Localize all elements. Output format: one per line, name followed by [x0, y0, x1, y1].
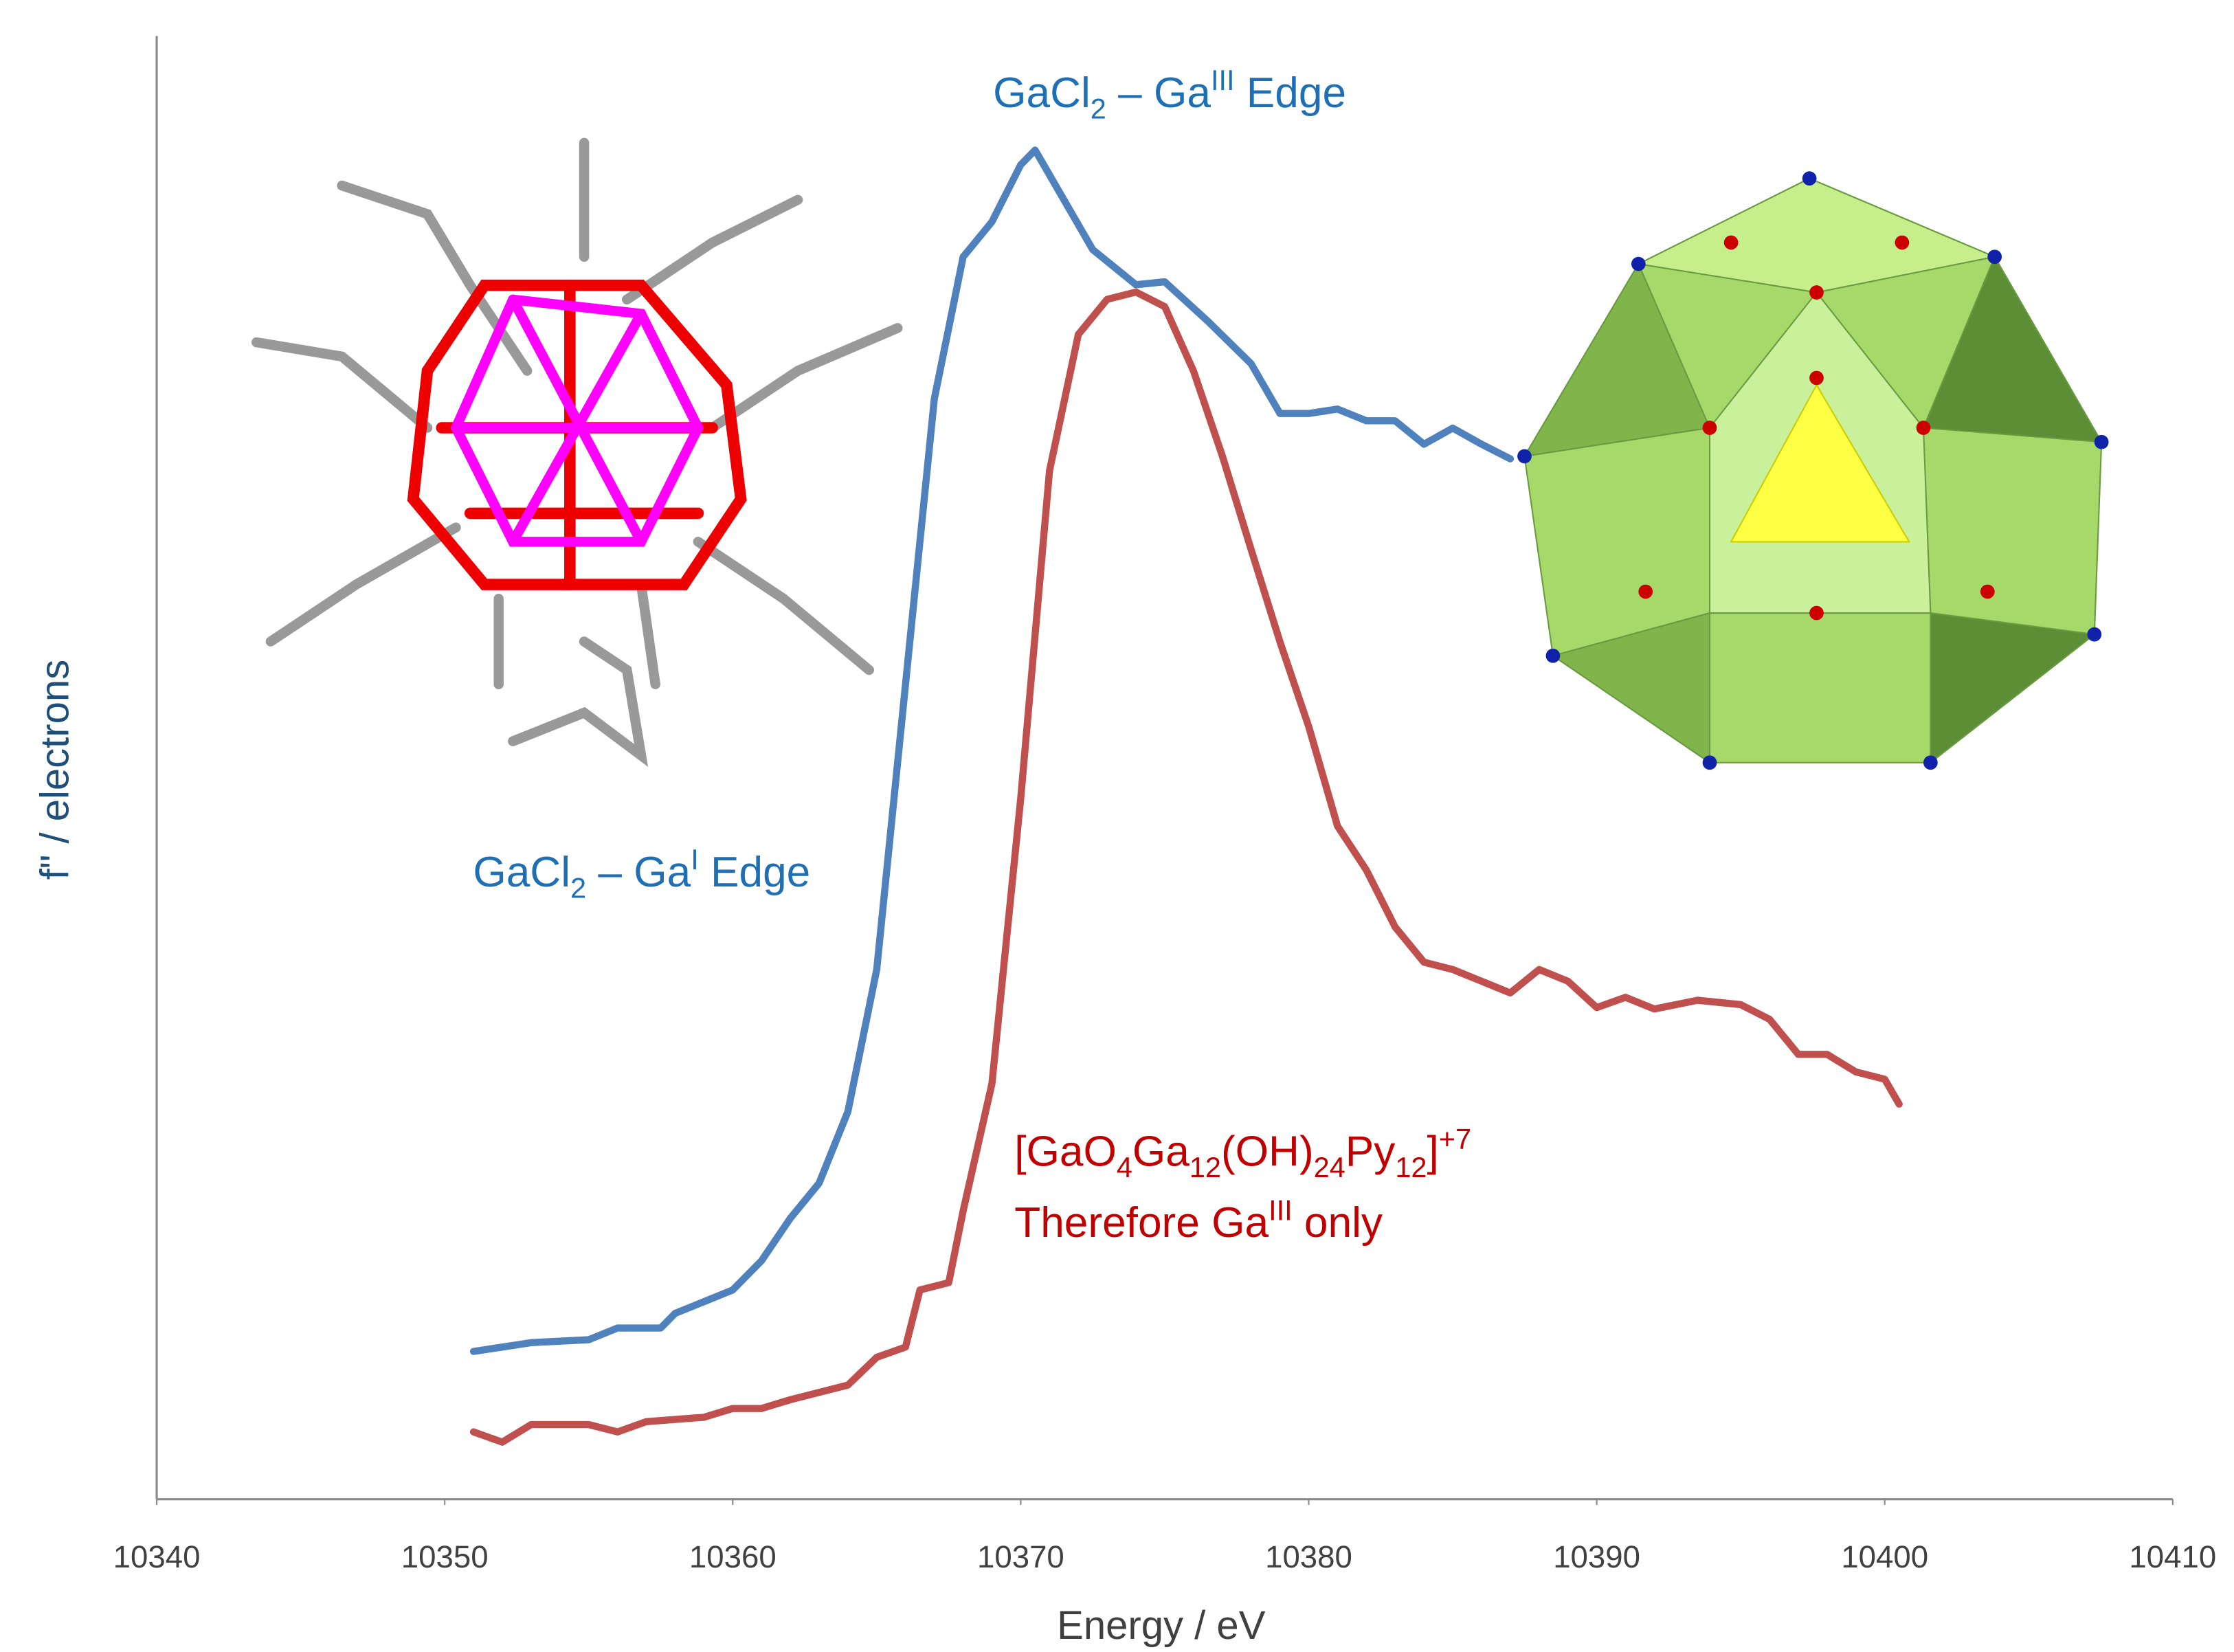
x-tick-label: 10410 [2129, 1539, 2216, 1574]
annotation-subscript: 2 [570, 872, 586, 904]
x-tick-label: 10380 [1265, 1539, 1352, 1574]
x-tick-label: 10360 [689, 1539, 777, 1574]
annotation-subscript: 2 [1091, 93, 1106, 125]
molecule-illustration [256, 143, 897, 756]
x-tick-label: 10400 [1841, 1539, 1928, 1574]
annotation: Therefore GaIII only [1014, 1194, 1383, 1247]
annotation-part: ] [1427, 1128, 1438, 1175]
annotation-part: [GaO [1014, 1128, 1117, 1175]
annotation-part: GaCl [473, 849, 570, 896]
annotation-subscript: 12 [1395, 1151, 1427, 1183]
x-axis-title: Energy / eV [1057, 1603, 1266, 1648]
x-tick-label: 10390 [1553, 1539, 1640, 1574]
x-tick-label: 10350 [401, 1539, 489, 1574]
annotation: GaCl2 – GaI Edge [473, 843, 810, 904]
annotation-superscript: III [1269, 1194, 1293, 1226]
annotation-superscript: III [1211, 64, 1235, 96]
annotation-part: only [1293, 1199, 1383, 1247]
annotation-subscript: 24 [1314, 1151, 1345, 1183]
annotation-part: Therefore Ga [1014, 1199, 1269, 1247]
annotation-part: GaCl [993, 69, 1091, 117]
x-tick-label: 10340 [113, 1539, 201, 1574]
annotation-subscript: 4 [1117, 1151, 1132, 1183]
annotation-part: (OH) [1221, 1128, 1314, 1175]
polyhedron-illustration [1517, 171, 2108, 770]
x-tick-label: 10370 [977, 1539, 1064, 1574]
annotation-part: Edge [1235, 69, 1347, 117]
annotation-part: Ga [1132, 1128, 1189, 1175]
annotation: [GaO4Ga12(OH)24Py12]+7 [1014, 1123, 1471, 1183]
annotation-part: Edge [699, 849, 811, 896]
annotation-part: Py [1345, 1128, 1396, 1175]
page: Energy / eV f" / electrons [0, 0, 2234, 1652]
annotation: GaCl2 – GaIII Edge [993, 64, 1346, 124]
annotation-superscript: I [691, 843, 699, 875]
y-axis-title: f" / electrons [33, 660, 78, 880]
chart: Energy / eV f" / electrons [0, 0, 2234, 1652]
annotation-superscript: +7 [1439, 1123, 1471, 1155]
annotation-part: – Ga [586, 849, 691, 896]
annotation-part: – Ga [1106, 69, 1211, 117]
annotation-subscript: 12 [1189, 1151, 1221, 1183]
